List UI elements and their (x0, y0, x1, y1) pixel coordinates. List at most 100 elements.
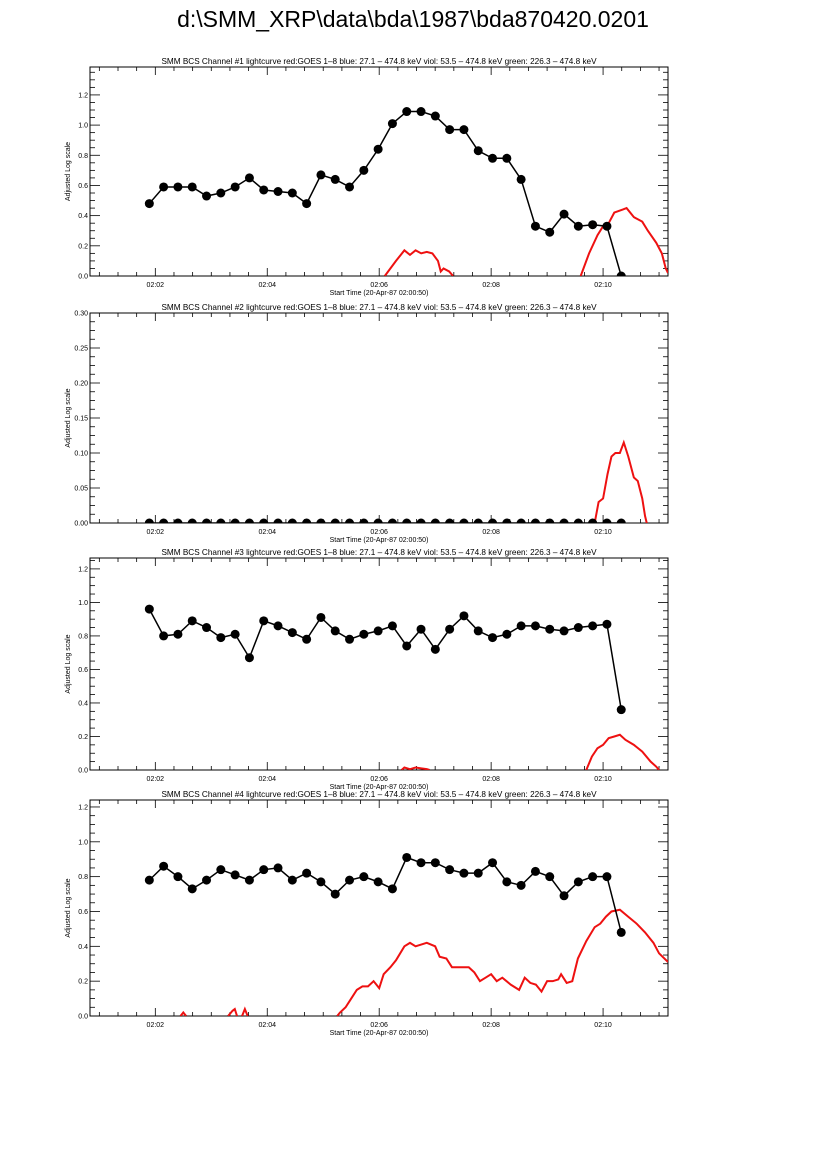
bcs-data-point (387, 884, 397, 894)
bcs-data-point (459, 611, 469, 621)
x-tick-label: 02:08 (482, 1022, 500, 1029)
y-tick-label: 0.4 (78, 944, 88, 951)
bcs-data-point (316, 518, 326, 523)
x-tick-label: 02:10 (594, 282, 612, 289)
y-axis-label: Adjusted Log scale (65, 142, 72, 201)
y-tick-label: 0.25 (74, 346, 88, 353)
bcs-data-point (216, 518, 226, 523)
x-tick-label: 02:02 (147, 776, 165, 783)
bcs-data-point (316, 612, 326, 622)
x-tick-label: 02:08 (482, 282, 500, 289)
page-title: d:\SMM_XRP\data\bda\1987\bda870420.0201 (177, 6, 649, 32)
bcs-data-point (302, 634, 312, 644)
bcs-data-point (445, 865, 455, 875)
bcs-data-point (545, 872, 555, 882)
x-tick-label: 02:04 (258, 282, 276, 289)
bcs-data-point (359, 872, 369, 882)
bcs-data-point (559, 518, 569, 523)
bcs-data-point (230, 518, 240, 523)
goes-red-line (383, 248, 454, 276)
bcs-data-point (602, 619, 612, 629)
bcs-data-point (159, 182, 169, 192)
bcs-black-line (148, 856, 622, 933)
bcs-data-point (359, 165, 369, 175)
y-axis-label: Adjusted Log scale (65, 634, 72, 693)
bcs-data-point (516, 621, 526, 631)
bcs-data-point (430, 518, 440, 523)
y-tick-label: 1.0 (78, 600, 88, 607)
y-tick-label: 0.0 (78, 768, 88, 775)
plot-frame (89, 799, 669, 1017)
bcs-data-point (330, 626, 340, 636)
bcs-data-point (330, 889, 340, 899)
y-tick-label: 0.8 (78, 874, 88, 881)
bcs-data-point (502, 629, 512, 639)
goes-red-line (400, 766, 430, 770)
bcs-data-point (616, 518, 626, 523)
chart-panel-4: SMM BCS Channel #4 lightcurve red:GOES 1… (65, 790, 669, 1037)
bcs-data-point (545, 624, 555, 634)
y-tick-label: 0.30 (74, 311, 88, 318)
y-tick-label: 0.8 (78, 153, 88, 160)
bcs-data-point (202, 191, 212, 201)
bcs-data-point (287, 518, 297, 523)
bcs-data-point (430, 111, 440, 121)
bcs-data-point (573, 221, 583, 231)
bcs-data-point (316, 877, 326, 887)
bcs-data-point (330, 174, 340, 184)
x-tick-label: 02:08 (482, 776, 500, 783)
y-tick-label: 0.4 (78, 700, 88, 707)
bcs-data-point (416, 107, 426, 117)
plot-frame (89, 557, 669, 771)
bcs-data-point (459, 125, 469, 135)
bcs-data-point (602, 221, 612, 231)
bcs-data-point (430, 644, 440, 654)
bcs-data-point (187, 182, 197, 192)
x-tick-label: 02:10 (594, 776, 612, 783)
chart-title: SMM BCS Channel #2 lightcurve red:GOES 1… (161, 303, 597, 312)
bcs-data-point (573, 623, 583, 633)
bcs-data-point (287, 188, 297, 198)
y-axis-label: Adjusted Log scale (65, 388, 72, 447)
y-tick-label: 1.0 (78, 839, 88, 846)
bcs-data-point (473, 626, 483, 636)
series-group (144, 439, 648, 523)
goes-red-line (227, 1007, 238, 1016)
bcs-data-point (359, 518, 369, 523)
bcs-data-point (287, 875, 297, 885)
x-tick-label: 02:06 (370, 282, 388, 289)
chart-title: SMM BCS Channel #1 lightcurve red:GOES 1… (161, 57, 597, 66)
bcs-data-point (273, 518, 283, 523)
bcs-data-point (387, 119, 397, 129)
x-tick-label: 02:06 (370, 1022, 388, 1029)
chart-title: SMM BCS Channel #4 lightcurve red:GOES 1… (161, 790, 597, 799)
bcs-data-point (187, 616, 197, 626)
bcs-data-point (588, 220, 598, 230)
bcs-data-point (330, 518, 340, 523)
bcs-data-point (187, 884, 197, 894)
chart-panel-2: SMM BCS Channel #2 lightcurve red:GOES 1… (65, 303, 669, 544)
y-tick-label: 0.2 (78, 979, 88, 986)
y-tick-label: 0.15 (74, 416, 88, 423)
goes-red-line (336, 908, 668, 1016)
bcs-data-point (259, 518, 269, 523)
bcs-data-point (573, 518, 583, 523)
bcs-data-point (416, 624, 426, 634)
bcs-data-point (530, 518, 540, 523)
bcs-data-point (430, 858, 440, 868)
bcs-data-point (273, 863, 283, 873)
bcs-data-point (559, 626, 569, 636)
bcs-data-point (259, 865, 269, 875)
y-tick-label: 0.6 (78, 909, 88, 916)
x-tick-label: 02:04 (258, 776, 276, 783)
bcs-data-point (216, 633, 226, 643)
bcs-data-point (416, 858, 426, 868)
bcs-data-point (144, 518, 154, 523)
y-tick-label: 0.8 (78, 633, 88, 640)
bcs-data-point (287, 628, 297, 638)
bcs-data-point (259, 185, 269, 195)
bcs-data-point (345, 518, 355, 523)
bcs-data-point (459, 518, 469, 523)
bcs-data-point (402, 641, 412, 651)
